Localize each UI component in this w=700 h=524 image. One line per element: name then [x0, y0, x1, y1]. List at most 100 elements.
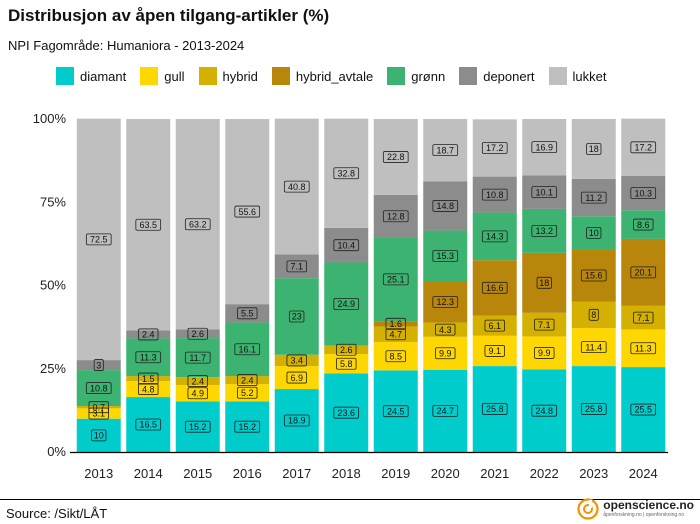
bar-segment-grønn-2017	[274, 278, 319, 355]
data-label-box	[283, 414, 310, 427]
data-label-box	[633, 218, 654, 231]
stacked-bar-chart: 0% 25% 50% 75% 100% 2013 2014 2015 2016 2017 2018 2…	[0, 111, 700, 500]
bar-segment-deponert-2023	[571, 178, 616, 217]
data-label-box	[630, 342, 657, 355]
bar-segment-gull-2023	[571, 328, 616, 367]
data-label-text: 25.1	[387, 275, 405, 285]
data-label-text: 23	[292, 312, 302, 322]
data-label-deponert-2019: 12.8	[382, 210, 409, 223]
legend-swatch	[387, 67, 406, 85]
data-label-box	[286, 354, 307, 367]
data-label-hybrid-2023: 8	[588, 308, 599, 321]
bar-segment-diamant-2021	[472, 366, 517, 452]
data-label-text: 11.7	[189, 353, 206, 363]
legend-swatch	[271, 67, 290, 85]
data-label-box	[588, 308, 599, 321]
data-label-box	[586, 226, 602, 239]
data-label-text: 5.8	[340, 359, 353, 369]
data-label-text: 11.2	[585, 193, 602, 203]
data-label-text: 20.1	[634, 268, 652, 278]
bar-segment-hybrid-2018	[324, 345, 369, 355]
bar-segment-hybrid_avtale-2020	[423, 281, 468, 323]
data-label-text: 2.4	[191, 376, 204, 386]
data-label-box	[481, 230, 508, 243]
data-label-text: 2.4	[241, 375, 254, 385]
bar-segment-lukket-2024	[621, 118, 666, 176]
bar-segment-diamant-2014	[126, 397, 171, 452]
data-label-lukket-2018: 32.8	[333, 167, 360, 180]
bar-segment-deponert-2016	[225, 304, 270, 323]
bar-segment-gull-2020	[423, 336, 468, 370]
data-label-text: 0.7	[92, 402, 105, 412]
data-label-diamant-2021: 25.8	[481, 403, 508, 415]
data-label-box	[289, 310, 305, 323]
bar-segment-diamant-2015	[175, 401, 220, 452]
legend-item-gull: gull	[140, 67, 185, 85]
data-label-box	[385, 317, 406, 330]
data-label-box	[432, 200, 459, 212]
data-label-diamant-2019: 24.5	[382, 405, 409, 418]
data-label-deponert-2023: 11.2	[580, 191, 607, 204]
data-label-box	[580, 191, 607, 204]
data-label-text: 12.3	[436, 297, 454, 307]
data-label-box	[135, 418, 162, 431]
data-label-text: 23.6	[337, 408, 355, 418]
bar-segment-gull-2017	[274, 366, 319, 390]
data-label-gull-2016: 5.2	[237, 386, 258, 399]
data-label-box	[184, 420, 211, 433]
data-label-gull-2014: 4.8	[138, 383, 159, 395]
bar-segment-grønn-2016	[225, 322, 270, 377]
data-label-box	[237, 307, 258, 320]
legend: diamant gull hybrid hybrid_avtale grønn depon…	[56, 64, 621, 88]
data-label-deponert-2021: 10.8	[481, 188, 508, 201]
bar-segment-hybrid-2023	[571, 301, 616, 329]
data-label-text: 8.5	[389, 351, 402, 361]
bar-segment-grønn-2013	[76, 370, 121, 407]
data-label-text: 11.4	[585, 342, 602, 352]
data-label-hybrid-2016: 2.4	[237, 374, 258, 386]
data-label-hybrid_avtale-2020: 12.3	[432, 296, 459, 308]
bar-segment-grønn-2024	[621, 210, 666, 239]
data-label-box	[481, 142, 508, 154]
data-label-text: 4.3	[439, 325, 452, 335]
data-label-text: 15.2	[238, 422, 256, 432]
data-label-box	[534, 318, 555, 331]
data-label-text: 18.9	[288, 416, 306, 426]
legend-label: gull	[164, 68, 185, 84]
bar-segment-hybrid-2020	[423, 322, 468, 337]
x-tick-label: 2023	[579, 466, 608, 481]
bar-segment-hybrid_avtale-2019	[373, 321, 418, 327]
bar-segment-lukket-2022	[522, 119, 567, 176]
data-label-hybrid-2015: 2.4	[187, 375, 208, 387]
data-label-lukket-2014: 63.5	[135, 218, 162, 231]
data-label-box	[385, 350, 406, 363]
data-label-hybrid_avtale-2022: 18	[536, 276, 552, 289]
data-label-text: 10.8	[90, 383, 108, 393]
data-label-text: 8.6	[637, 220, 650, 230]
bar-segment-diamant-2020	[423, 369, 468, 452]
data-label-text: 7.1	[538, 320, 551, 330]
data-label-hybrid-2018: 2.6	[336, 343, 357, 356]
bar-segment-lukket-2016	[225, 119, 270, 305]
data-label-box	[234, 420, 261, 433]
data-label-grønn-2015: 11.7	[184, 351, 211, 364]
bar-segment-diamant-2016	[225, 401, 270, 452]
bar-segment-lukket-2018	[324, 118, 369, 228]
chart-title: Distribusjon av åpen tilgang-artikler (%…	[8, 6, 330, 25]
data-label-box	[534, 347, 555, 359]
data-label-text: 9.9	[538, 348, 551, 358]
data-label-grønn-2018: 24.9	[333, 298, 360, 310]
data-label-box	[88, 401, 109, 414]
data-label-gull-2021: 9.1	[484, 345, 505, 357]
bar-segment-hybrid-2022	[522, 312, 567, 337]
data-label-text: 10	[589, 228, 599, 238]
bar-segment-lukket-2020	[423, 119, 468, 182]
bar-segment-grønn-2014	[126, 338, 171, 377]
x-tick-label: 2021	[480, 466, 509, 481]
data-label-deponert-2013: 3	[93, 359, 104, 371]
data-label-text: 6.9	[290, 373, 303, 383]
x-tick-label: 2024	[629, 466, 658, 481]
data-label-gull-2015: 4.9	[187, 387, 208, 400]
bar-segment-lukket-2014	[126, 119, 171, 331]
data-label-text: 2.6	[340, 345, 353, 355]
